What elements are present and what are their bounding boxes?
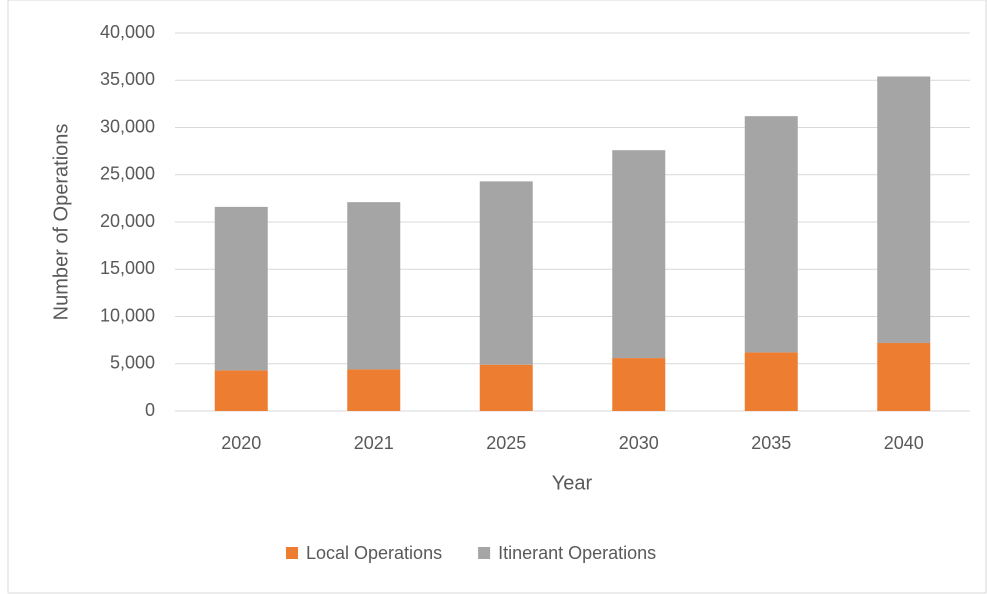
- bar-segment: [347, 369, 401, 411]
- y-tick-label: 5,000: [110, 353, 155, 373]
- legend-label: Local Operations: [306, 543, 442, 563]
- bar-segment: [214, 206, 268, 371]
- y-tick-label: 20,000: [100, 211, 155, 231]
- y-tick-label: 30,000: [100, 116, 155, 136]
- legend-label: Itinerant Operations: [498, 543, 656, 563]
- bar-segment: [214, 370, 268, 411]
- legend-swatch: [286, 547, 298, 559]
- x-tick-label: 2030: [619, 433, 659, 453]
- x-tick-label: 2040: [884, 433, 924, 453]
- legend-swatch: [478, 547, 491, 559]
- x-tick-label: 2025: [486, 433, 526, 453]
- bar-segment: [744, 116, 798, 353]
- bar-segment: [479, 181, 533, 365]
- x-axis-title: Year: [552, 472, 593, 494]
- x-tick-label: 2020: [221, 433, 261, 453]
- y-tick-label: 35,000: [100, 69, 155, 89]
- bar-segment: [479, 364, 533, 411]
- bar-segment: [744, 352, 798, 411]
- bar-segment: [612, 358, 666, 411]
- bar-segment: [347, 202, 401, 370]
- bar-segment: [877, 76, 931, 343]
- y-axis-title: Number of Operations: [50, 124, 72, 321]
- y-tick-label: 0: [145, 400, 155, 420]
- bar-segment: [877, 342, 931, 411]
- x-tick-label: 2021: [354, 433, 394, 453]
- y-tick-label: 15,000: [100, 258, 155, 278]
- x-tick-label: 2035: [751, 433, 791, 453]
- y-tick-label: 10,000: [100, 305, 155, 325]
- y-tick-label: 25,000: [100, 164, 155, 184]
- bar-segment: [612, 150, 666, 359]
- y-tick-label: 40,000: [100, 22, 155, 42]
